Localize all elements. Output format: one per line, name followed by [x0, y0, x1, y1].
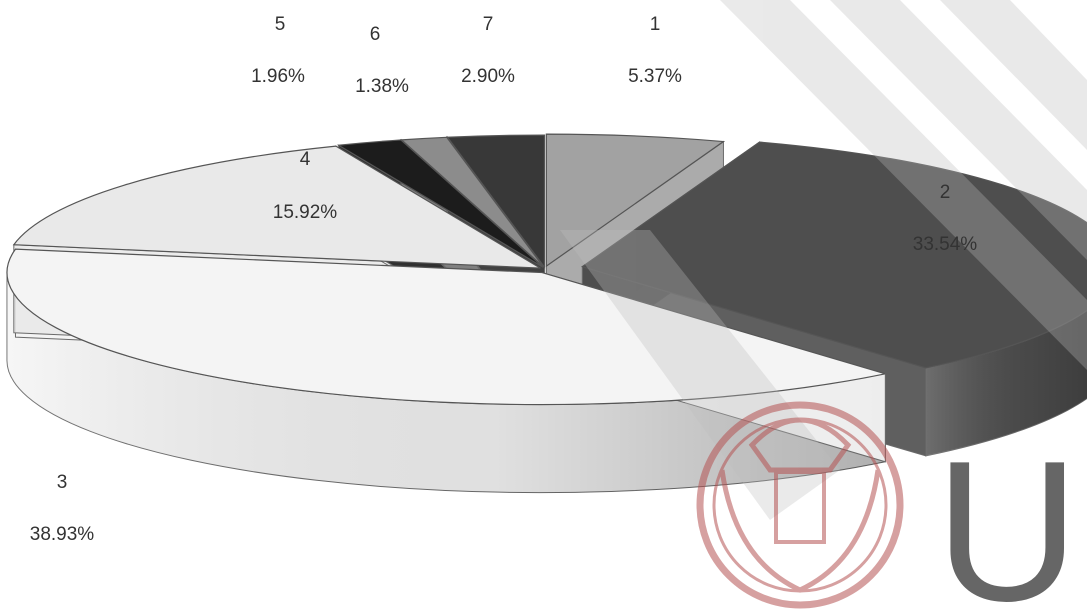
pie-slice-side-shade-3: [6, 272, 886, 493]
watermark-letter: U: [935, 420, 1079, 614]
watermark: U: [560, 0, 1087, 614]
slice-tops: [6, 133, 1087, 406]
pie-slice-7: [446, 134, 546, 269]
slice-percent-label-6: 1.38%: [355, 76, 409, 97]
pie-slice-2: [581, 141, 1087, 369]
slice-percent-label-2: 33.54%: [913, 234, 978, 255]
pie-slice-6: [400, 136, 545, 268]
slice-percent-label-7: 2.90%: [461, 66, 515, 87]
pie-slice-4: [12, 145, 541, 269]
watermark-band: [560, 230, 840, 520]
slice-category-label-5: 5: [275, 14, 286, 35]
watermark-band: [830, 0, 1087, 260]
watermark-seal-leaves: [719, 469, 881, 593]
slice-category-label-7: 7: [483, 14, 494, 35]
slice-category-label-1: 1: [650, 14, 661, 35]
watermark-band: [720, 0, 1087, 370]
pie-slice-side-shade-2: [925, 310, 1087, 456]
slice-category-label-2: 2: [940, 182, 951, 203]
watermark-seal-ring: [696, 401, 904, 609]
pie-slices-layer: [6, 133, 1087, 494]
slice-category-label-6: 6: [370, 24, 381, 45]
data-labels-layer: 1 5.37% 2 33.54% 3 38.93% 4 15.92% 5 1.96% 6 1.38% 7…: [30, 14, 978, 545]
slice-percent-label-1: 5.37%: [628, 66, 682, 87]
pie-slice-3: [6, 248, 886, 406]
slice-percent-label-5: 1.96%: [251, 66, 305, 87]
watermark-seal-pedestal: [774, 470, 826, 544]
watermark-seal: [696, 401, 904, 609]
watermark-seal-bowl: [748, 417, 852, 473]
pie-slice-1: [545, 133, 726, 268]
watermark-bands: [560, 0, 1087, 520]
watermark-band: [940, 0, 1087, 150]
slice-category-label-3: 3: [57, 472, 68, 493]
slice-category-label-4: 4: [300, 149, 311, 170]
slice-percent-label-4: 15.92%: [273, 202, 338, 223]
slice-percent-label-3: 38.93%: [30, 524, 95, 545]
